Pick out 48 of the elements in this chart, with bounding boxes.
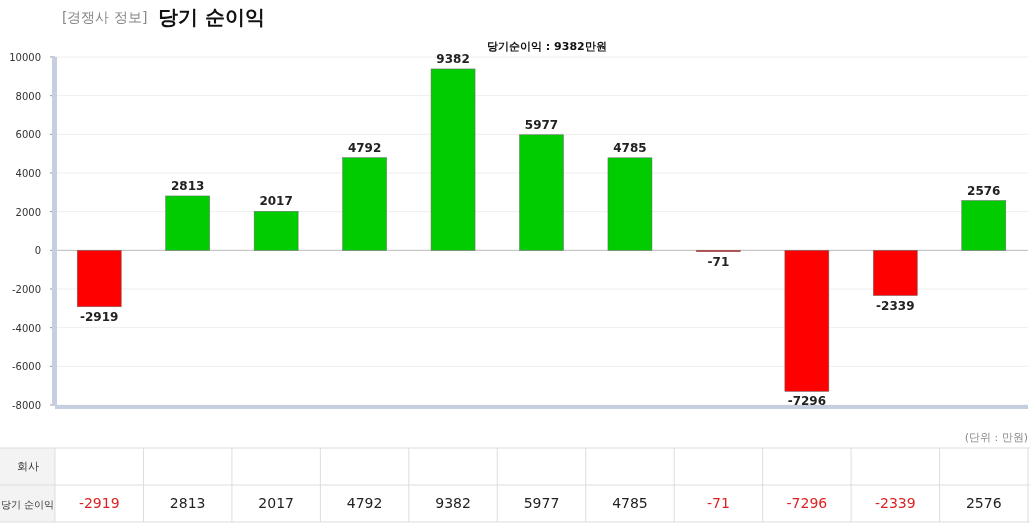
y-tick-label: 6000: [15, 129, 41, 141]
y-tick-label: -4000: [11, 322, 41, 334]
y-tick-label: -2000: [11, 284, 41, 295]
bar: [873, 250, 918, 296]
chart-title: 당기 순이익: [158, 5, 265, 29]
data-label: 5977: [524, 117, 559, 132]
text: 9382: [435, 495, 471, 511]
y-tick-label: 2000: [15, 206, 41, 218]
text: 5977: [523, 495, 560, 511]
text: 당기 순이익: [0, 499, 55, 510]
y-tick-label: 4000: [15, 168, 41, 179]
text: 2813: [169, 495, 206, 511]
data-label: 2576: [967, 183, 1001, 198]
text: -2339: [874, 495, 916, 511]
data-label: 4785: [613, 140, 647, 155]
data-label: 2017: [259, 194, 293, 209]
y-tick-label: -6000: [11, 361, 41, 373]
text: -2919: [78, 495, 120, 511]
text: 회사: [16, 460, 39, 473]
text: (단위 : 만원): [964, 431, 1028, 444]
bar: [607, 157, 653, 251]
bar: [76, 250, 122, 308]
bar: [430, 68, 476, 251]
data-label: -71: [707, 254, 730, 269]
y-tick-label: 10000: [9, 52, 41, 63]
bar: [784, 250, 830, 392]
y-tick-label: 8000: [15, 90, 41, 102]
bar: [519, 134, 564, 251]
y-tick-label: 0: [34, 245, 41, 257]
data-label: -2339: [876, 298, 915, 313]
bar: [165, 195, 210, 251]
bar: [342, 157, 387, 251]
data-label: 4792: [347, 140, 382, 155]
chart-subtitle: [경쟁사 정보]: [62, 9, 148, 25]
data-label: 9382: [436, 51, 470, 66]
bar: [253, 211, 299, 251]
bar: [961, 200, 1007, 251]
text: 4785: [612, 495, 648, 511]
data-label: -7296: [787, 394, 827, 409]
y-tick-label: -8000: [11, 400, 41, 411]
text: -71: [706, 495, 730, 511]
text: -7296: [786, 495, 828, 511]
text: 4792: [346, 495, 383, 511]
text: 당기순이익 : 9382만원: [487, 40, 607, 53]
text: 2017: [258, 495, 294, 511]
text: 2576: [965, 495, 1002, 511]
data-label: 2813: [170, 178, 205, 193]
data-label: -2919: [80, 309, 119, 324]
